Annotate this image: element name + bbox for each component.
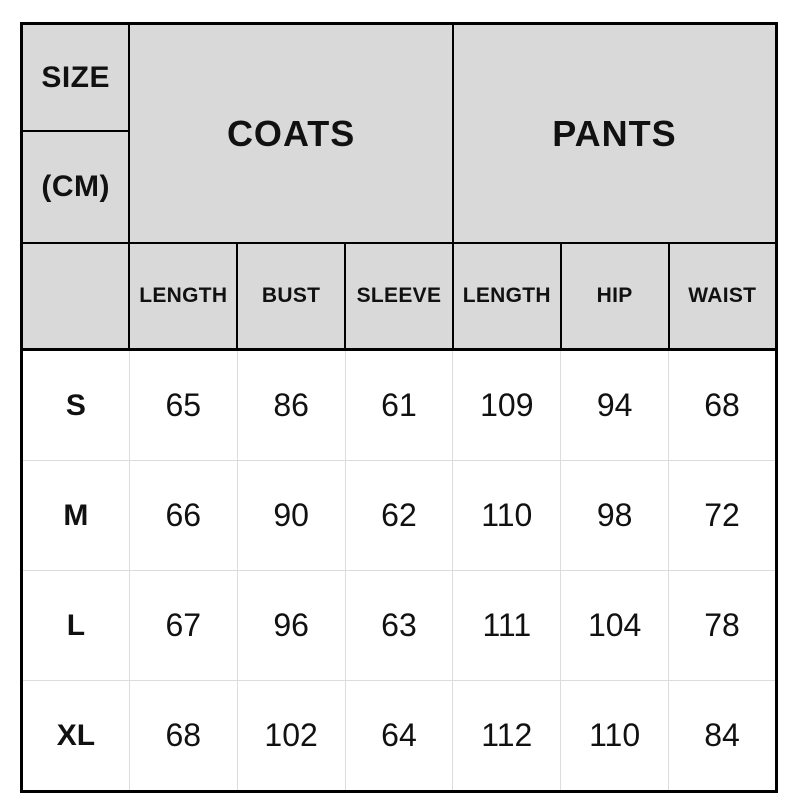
- measurement-cell: 110: [560, 680, 670, 792]
- measurement-cell: 68: [128, 680, 238, 792]
- measurement-cell: 96: [236, 570, 346, 681]
- corner-unit-row: (CM): [20, 130, 777, 244]
- measurement-cell: 65: [128, 349, 238, 461]
- corner-cm-label: (CM): [20, 130, 131, 244]
- table-row-xl: XL 68 102 64 112 110 84: [21, 680, 777, 792]
- corner-blank-cell: [20, 242, 131, 351]
- measurement-cell: 78: [668, 570, 777, 681]
- measurement-cell: 62: [344, 460, 454, 571]
- size-label: S: [21, 349, 130, 461]
- table-row-s: S 65 86 61 109 94 68: [21, 349, 777, 461]
- column-header-row: LENGTH BUST SLEEVE LENGTH HIP WAIST: [20, 242, 778, 351]
- column-header-pants-length: LENGTH: [451, 242, 562, 351]
- measurement-cell: 68: [668, 349, 777, 461]
- measurement-cell: 72: [668, 460, 777, 571]
- measurement-cell: 84: [668, 680, 777, 792]
- measurement-cell: 111: [452, 570, 562, 681]
- size-chart-table: SIZE COATS PANTS (CM) LENGTH BUST SLEEVE…: [20, 22, 778, 793]
- column-header-coats-bust: BUST: [236, 242, 347, 351]
- measurement-cell: 98: [560, 460, 670, 571]
- measurement-cell: 66: [128, 460, 238, 571]
- group-header-row: SIZE COATS PANTS: [20, 22, 778, 244]
- measurement-cell: 86: [236, 349, 346, 461]
- measurement-cell: 64: [344, 680, 454, 792]
- measurement-cell: 109: [452, 349, 562, 461]
- measurement-cell: 63: [344, 570, 454, 681]
- column-header-pants-waist: WAIST: [667, 242, 778, 351]
- column-header-coats-sleeve: SLEEVE: [344, 242, 454, 351]
- coats-group-header: COATS: [128, 22, 454, 244]
- measurement-cell: 104: [560, 570, 670, 681]
- measurement-cell: 112: [452, 680, 562, 792]
- corner-size-label: SIZE: [20, 22, 131, 132]
- measurement-cell: 110: [452, 460, 562, 571]
- measurement-cell: 67: [128, 570, 238, 681]
- table-row-l: L 67 96 63 111 104 78: [21, 570, 777, 681]
- measurement-cell: 102: [236, 680, 346, 792]
- measurement-cell: 94: [560, 349, 670, 461]
- measurement-cell: 61: [344, 349, 454, 461]
- column-header-coats-length: LENGTH: [128, 242, 239, 351]
- size-label: L: [21, 570, 130, 681]
- column-header-pants-hip: HIP: [559, 242, 670, 351]
- measurement-cell: 90: [236, 460, 346, 571]
- size-label: M: [21, 460, 130, 571]
- size-label: XL: [21, 680, 130, 792]
- pants-group-header: PANTS: [451, 22, 778, 244]
- table-row-m: M 66 90 62 110 98 72: [21, 460, 777, 571]
